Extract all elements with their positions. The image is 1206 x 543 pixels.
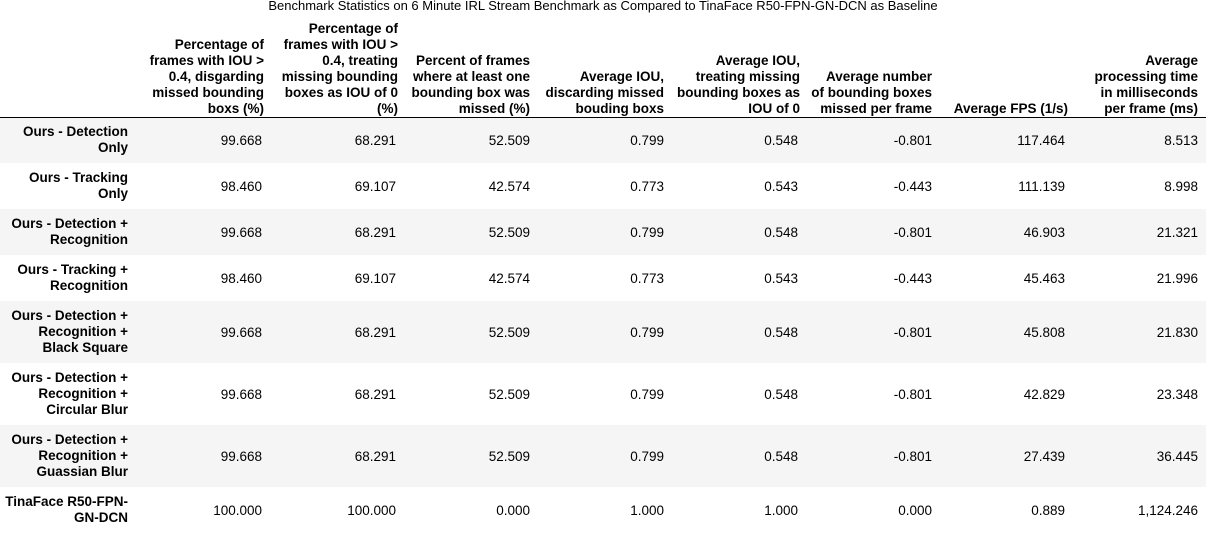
- table-cell: 27.439: [1023, 448, 1065, 464]
- table-cell: 1.000: [764, 502, 798, 518]
- table-title: Benchmark Statistics on 6 Minute IRL Str…: [268, 0, 938, 13]
- table-cell: 100.000: [213, 502, 262, 518]
- table-cell: 36.445: [1156, 448, 1198, 464]
- table-cell: 68.291: [354, 386, 396, 402]
- table-cell: 45.808: [1023, 324, 1065, 340]
- table-cell: 42.574: [488, 270, 530, 286]
- table-cell: 0.543: [764, 270, 798, 286]
- table-cell: 42.574: [488, 178, 530, 194]
- table-cell: 68.291: [354, 224, 396, 240]
- table-row: Ours - Detection + Recognition + Circula…: [0, 363, 1206, 425]
- row-label: Ours - Detection + Recognition: [11, 216, 128, 247]
- table-cell: 0.799: [630, 224, 664, 240]
- table-cell: 99.668: [220, 224, 262, 240]
- table-cell: 0.773: [630, 178, 664, 194]
- table-cell: -0.801: [893, 448, 932, 464]
- table-cell: -0.443: [893, 178, 932, 194]
- table-cell: 117.464: [1017, 132, 1065, 148]
- table-cell: 0.543: [764, 178, 798, 194]
- table-cell: 52.509: [488, 324, 530, 340]
- table-cell: 45.463: [1023, 270, 1065, 286]
- benchmark-table: Percentage of frames with IOU > 0.4, dis…: [0, 13, 1206, 533]
- table-cell: 1,124.246: [1137, 502, 1198, 518]
- table-cell: 1.000: [630, 502, 664, 518]
- table-cell: 111.139: [1018, 178, 1065, 194]
- table-cell: 46.903: [1023, 224, 1065, 240]
- table-cell: 100.000: [347, 502, 396, 518]
- table-cell: 0.548: [764, 132, 798, 148]
- table-row: Ours - Tracking + Recognition 98.460 69.…: [0, 255, 1206, 301]
- table-cell: 98.460: [220, 178, 262, 194]
- table-cell: 23.348: [1156, 386, 1198, 402]
- row-label: Ours - Detection + Recognition + Circula…: [11, 370, 128, 417]
- table-cell: 21.321: [1156, 224, 1198, 240]
- row-label: Ours - Detection + Recognition + Guassia…: [11, 432, 128, 479]
- table-cell: -0.801: [893, 224, 932, 240]
- table-cell: 99.668: [220, 324, 262, 340]
- table-cell: 68.291: [354, 448, 396, 464]
- row-label: Ours - Tracking Only: [28, 170, 128, 201]
- table-row: Ours - Detection + Recognition + Black S…: [0, 301, 1206, 363]
- table-cell: 21.830: [1156, 324, 1198, 340]
- table-cell: -0.443: [893, 270, 932, 286]
- table-cell: 0.799: [630, 132, 664, 148]
- table-cell: 8.513: [1164, 132, 1198, 148]
- header-row: Percentage of frames with IOU > 0.4, dis…: [0, 13, 1206, 118]
- table-cell: 99.668: [220, 386, 262, 402]
- table-cell: 0.773: [630, 270, 664, 286]
- row-label: Ours - Tracking + Recognition: [17, 262, 128, 293]
- table-cell: 42.829: [1023, 386, 1065, 402]
- table-row: TinaFace R50-FPN-GN-DCN 100.000 100.000 …: [0, 487, 1206, 533]
- table-cell: 0.548: [764, 448, 798, 464]
- table-cell: 68.291: [354, 324, 396, 340]
- table-cell: 0.799: [630, 448, 664, 464]
- table-cell: 52.509: [488, 448, 530, 464]
- table-cell: 0.548: [764, 224, 798, 240]
- table-row: Ours - Detection + Recognition 99.668 68…: [0, 209, 1206, 255]
- column-header: Average processing time in milliseconds …: [1073, 13, 1206, 118]
- table-row: Ours - Detection Only 99.668 68.291 52.5…: [0, 117, 1206, 163]
- table-cell: 52.509: [488, 386, 530, 402]
- row-label: Ours - Detection Only: [22, 124, 128, 156]
- column-header: Percent of frames where at least one bou…: [404, 13, 538, 118]
- table-row: Ours - Detection + Recognition + Guassia…: [0, 425, 1206, 487]
- table-cell: 0.548: [764, 324, 798, 340]
- table-cell: 21.996: [1156, 270, 1198, 286]
- table-cell: 0.000: [496, 502, 530, 518]
- row-label: TinaFace R50-FPN-GN-DCN: [5, 494, 128, 525]
- table-cell: 69.107: [354, 178, 396, 194]
- column-header: Average IOU, treating missing bounding b…: [672, 13, 806, 118]
- column-header: Percentage of frames with IOU > 0.4, tre…: [270, 13, 404, 118]
- corner-cell: [0, 13, 136, 118]
- table-cell: -0.801: [893, 324, 932, 340]
- table-cell: 0.889: [1031, 502, 1065, 518]
- table-cell: 99.668: [220, 448, 262, 464]
- table-cell: 0.799: [630, 386, 664, 402]
- column-header: Average number of bounding boxes missed …: [806, 13, 940, 118]
- table-cell: 0.548: [764, 386, 798, 402]
- column-header: Percentage of frames with IOU > 0.4, dis…: [136, 13, 270, 118]
- table-row: Ours - Tracking Only 98.460 69.107 42.57…: [0, 163, 1206, 209]
- table-cell: -0.801: [893, 132, 932, 148]
- table-cell: 0.799: [630, 324, 664, 340]
- table-cell: 99.668: [220, 132, 262, 148]
- column-header: Average IOU, discarding missed bouding b…: [538, 13, 672, 118]
- table-cell: 68.291: [354, 132, 396, 148]
- column-header: Average FPS (1/s): [940, 13, 1073, 118]
- table-cell: 0.000: [898, 502, 932, 518]
- table-cell: 52.509: [488, 224, 530, 240]
- table-cell: 98.460: [220, 270, 262, 286]
- table-cell: 69.107: [354, 270, 396, 286]
- table-cell: -0.801: [893, 386, 932, 402]
- table-cell: 52.509: [488, 132, 530, 148]
- table-cell: 8.998: [1164, 178, 1198, 194]
- row-label: Ours - Detection + Recognition + Black S…: [11, 308, 128, 355]
